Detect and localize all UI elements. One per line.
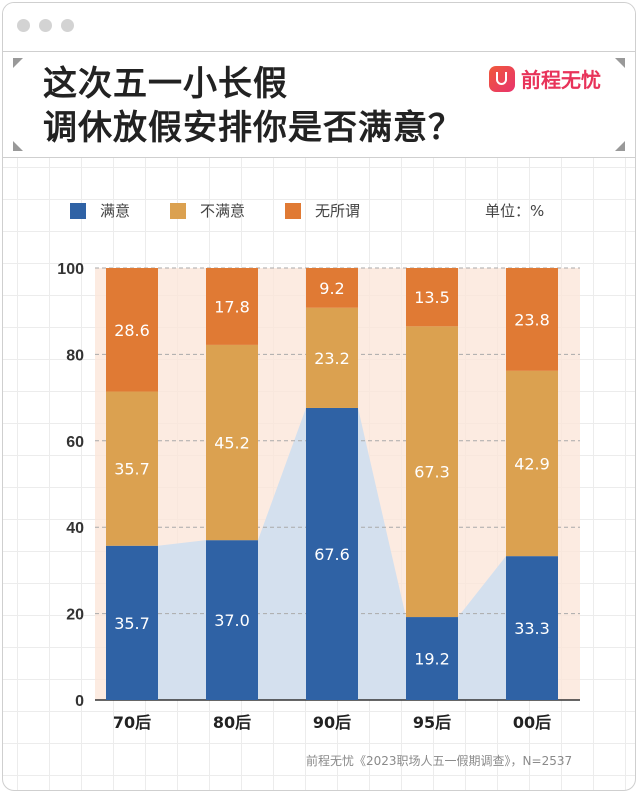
bar-segment <box>506 370 558 557</box>
data-label: 23.2 <box>314 349 350 368</box>
bar-segment <box>206 344 258 541</box>
x-tick-label: 90后 <box>313 713 351 732</box>
x-tick-label: 70后 <box>113 713 151 732</box>
logo-icon <box>489 65 515 92</box>
data-label: 42.9 <box>514 454 550 473</box>
bar-segment <box>306 307 358 408</box>
data-label: 45.2 <box>214 434 250 453</box>
window-dot <box>39 19 52 32</box>
data-label: 23.8 <box>514 310 550 329</box>
bar-segment <box>406 617 458 700</box>
legend: 满意 不满意 无所谓 <box>70 200 400 221</box>
logo-text: 前程无忧 <box>521 68 601 92</box>
data-label: 67.3 <box>414 463 450 482</box>
y-tick-label: 80 <box>66 347 84 364</box>
bar-segment <box>506 556 558 700</box>
bar-segment <box>106 545 158 700</box>
x-tick-label: 00后 <box>513 713 551 732</box>
legend-swatch <box>285 202 302 219</box>
y-tick-label: 100 <box>57 261 84 278</box>
y-tick-label: 0 <box>75 693 84 710</box>
corner-mark <box>13 141 23 151</box>
data-label: 28.6 <box>114 321 150 340</box>
legend-label: 不满意 <box>200 202 246 220</box>
bar-segment <box>506 268 558 371</box>
window-dot <box>61 19 74 32</box>
title-line-1: 这次五一小长假 <box>43 64 288 104</box>
corner-mark <box>13 58 23 68</box>
data-label: 35.7 <box>114 614 150 633</box>
bar-segment <box>406 326 458 618</box>
data-label: 67.6 <box>314 545 350 564</box>
data-label: 19.2 <box>414 650 450 669</box>
y-tick-label: 40 <box>66 520 84 537</box>
y-tick-label: 60 <box>66 434 84 451</box>
title-line-2: 调休放假安排你是否满意？ <box>43 108 463 148</box>
page-title: 这次五一小长假 调休放假安排你是否满意？ <box>43 62 463 150</box>
y-tick-label: 20 <box>66 607 84 624</box>
bar-segment <box>306 268 358 308</box>
legend-swatch <box>70 202 86 219</box>
legend-label: 无所谓 <box>315 202 361 220</box>
bar-segment <box>106 391 158 546</box>
bar-segment <box>206 540 258 700</box>
window-titlebar <box>3 3 635 52</box>
window-dot <box>17 19 30 32</box>
data-label: 13.5 <box>414 288 450 307</box>
data-label: 35.7 <box>114 460 150 479</box>
corner-mark <box>615 141 625 151</box>
legend-item-unsatisfied: 不满意 <box>170 200 245 221</box>
x-tick-label: 80后 <box>213 713 251 732</box>
data-label: 9.2 <box>319 279 344 298</box>
unit-label: 单位：% <box>485 202 545 220</box>
data-label: 33.3 <box>514 619 550 638</box>
legend-label: 满意 <box>100 202 131 220</box>
bar-segment <box>206 268 258 345</box>
brand-logo: 前程无忧 <box>489 64 601 93</box>
bar-segment <box>106 268 158 392</box>
bar-segment <box>306 407 358 700</box>
bar-segment <box>406 268 458 327</box>
data-label: 17.8 <box>214 297 250 316</box>
legend-item-indifferent: 无所谓 <box>285 200 360 221</box>
header: 这次五一小长假 调休放假安排你是否满意？ 前程无忧 <box>3 52 635 158</box>
legend-item-satisfied: 满意 <box>70 200 130 221</box>
corner-mark <box>615 58 625 68</box>
data-label: 37.0 <box>214 611 250 630</box>
legend-swatch <box>170 202 187 219</box>
source-note: 前程无忧《2023职场人五一假期调查》，N=2537 <box>306 754 573 768</box>
x-tick-label: 95后 <box>413 713 451 732</box>
